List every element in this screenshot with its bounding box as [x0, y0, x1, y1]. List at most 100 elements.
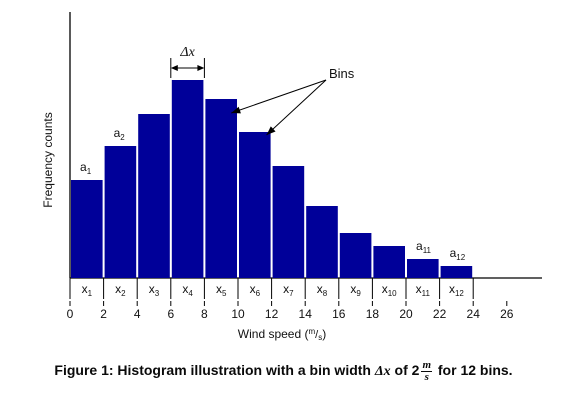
bar-7: [272, 166, 305, 278]
bin-label-8: x8: [317, 282, 328, 298]
bin-label-subscript: 2: [121, 289, 126, 298]
bin-label-base: x: [182, 282, 188, 296]
bin-label-3: x3: [149, 282, 160, 298]
x-tick-label-5: 10: [231, 307, 245, 321]
bin-label-1: x1: [82, 282, 93, 298]
bar-6: [239, 132, 271, 278]
bin-label-base: x: [317, 282, 323, 296]
bars-group: [71, 80, 473, 278]
bar-annotation-a2: a2: [114, 126, 126, 142]
x-axis-label-part-4: ): [322, 327, 326, 341]
bins-arrow-2: [266, 79, 327, 136]
figure-caption: Figure 1: Histogram illustration with a …: [0, 360, 567, 383]
caption-suffix: for 12 bins.: [434, 362, 513, 379]
bin-label-base: x: [382, 282, 388, 296]
bin-label-subscript: 3: [155, 289, 160, 298]
bin-label-12: x12: [449, 282, 464, 298]
bin-label-subscript: 7: [289, 289, 294, 298]
bin-label-subscript: 8: [323, 289, 328, 298]
caption-bin-width-symbol: Δx: [374, 364, 391, 380]
bin-label-base: x: [82, 282, 88, 296]
x-axis-label-part-2: /: [315, 329, 319, 341]
bar-4: [171, 80, 204, 278]
bin-label-6: x6: [250, 282, 261, 298]
bar-annotation-a11: a11: [416, 239, 432, 255]
bin-label-4: x4: [182, 282, 193, 298]
bin-width-label: Δx: [179, 45, 195, 60]
bar-annotation-a12: a12: [450, 246, 466, 262]
x-tick-label-7: 14: [299, 307, 313, 321]
bins-arrowhead-2: [266, 126, 276, 135]
x-axis-label-part-3: s: [318, 333, 322, 342]
bin-label-11: x11: [416, 282, 431, 298]
bar-1: [71, 180, 103, 278]
x-axis-label-part-1: m: [308, 327, 315, 336]
x-tick-label-1: 2: [100, 307, 107, 321]
bar-3: [138, 114, 170, 278]
x-tick-label-4: 8: [201, 307, 208, 321]
bar-annotation-subscript: 2: [120, 133, 125, 142]
bin-label-subscript: 11: [422, 289, 431, 298]
bar-5: [205, 99, 237, 278]
x-tick-label-0: 0: [67, 307, 74, 321]
bar-9: [339, 233, 372, 278]
bin-label-subscript: 1: [88, 289, 93, 298]
caption-fraction-denominator: s: [424, 371, 429, 383]
bin-label-2: x2: [115, 282, 126, 298]
bar-10: [373, 246, 405, 278]
bins-callout: Bins: [231, 66, 355, 136]
bar-annotation-base: a: [450, 246, 457, 260]
x-tick-label-9: 18: [366, 307, 380, 321]
bar-11: [407, 259, 439, 278]
bin-label-base: x: [149, 282, 155, 296]
bar-annotation-base: a: [114, 126, 121, 140]
caption-prefix: Figure 1: Histogram illustration with a …: [54, 362, 375, 379]
x-axis-label: Wind speed (m/s): [238, 327, 326, 342]
bin-label-subscript: 5: [222, 289, 227, 298]
bar-annotation-a1: a1: [80, 160, 92, 176]
bar-12: [440, 266, 473, 278]
bar-annotation-subscript: 1: [87, 167, 92, 176]
bin-label-base: x: [416, 282, 422, 296]
x-ticks: 0 2 4 6 8 10 12 14 16 18 20 22 24 26: [67, 301, 514, 321]
x-tick-label-2: 4: [134, 307, 141, 321]
bar-annotation-subscript: 12: [456, 253, 465, 262]
bins-arrow-1: [231, 79, 327, 114]
bin-labels: x1 x2 x3 x4 x5 x6 x7 x8 x9 x10 x11 x12: [82, 282, 465, 298]
bin-label-subscript: 10: [388, 289, 397, 298]
bar-annotation-base: a: [416, 239, 423, 253]
x-tick-label-12: 24: [467, 307, 481, 321]
bin-label-subscript: 9: [356, 289, 361, 298]
bin-label-subscript: 12: [455, 289, 464, 298]
x-tick-label-8: 16: [332, 307, 346, 321]
caption-of-text: of 2: [390, 362, 420, 379]
bar-8: [306, 206, 338, 278]
bin-label-base: x: [449, 282, 455, 296]
bin-dividers: [69, 278, 474, 299]
bar-annotation-subscript: 11: [423, 246, 432, 255]
bin-label-base: x: [250, 282, 256, 296]
x-tick-label-3: 6: [167, 307, 174, 321]
x-tick-label-10: 20: [399, 307, 413, 321]
bar-annotation-base: a: [80, 160, 87, 174]
bin-width-arrowhead-left: [170, 65, 178, 71]
x-tick-label-13: 26: [500, 307, 514, 321]
bin-label-7: x7: [283, 282, 294, 298]
bin-label-5: x5: [216, 282, 227, 298]
bins-label: Bins: [329, 66, 355, 81]
bin-label-subscript: 6: [256, 289, 261, 298]
x-axis-label-part-0: Wind speed (: [238, 327, 309, 341]
y-axis-label: Frequency counts: [41, 112, 55, 207]
x-tick-label-6: 12: [265, 307, 279, 321]
x-tick-label-11: 22: [433, 307, 447, 321]
bin-label-base: x: [283, 282, 289, 296]
bin-label-subscript: 4: [188, 289, 193, 298]
bin-label-base: x: [115, 282, 121, 296]
bin-width-indicator: Δx: [170, 45, 205, 78]
bins-arrowhead-1: [231, 106, 241, 114]
bin-width-arrowhead-right: [197, 65, 205, 71]
bin-label-base: x: [350, 282, 356, 296]
